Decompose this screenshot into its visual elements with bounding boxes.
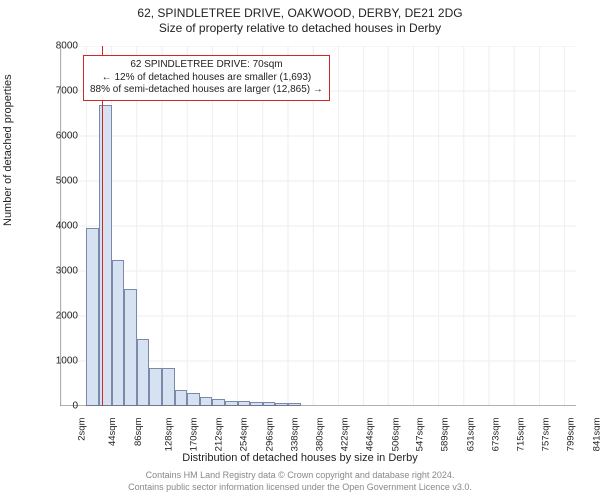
histogram-bar (187, 393, 200, 407)
histogram-bar (212, 399, 225, 406)
histogram-bar (112, 260, 125, 406)
x-tick-label: 799sqm (566, 418, 577, 452)
histogram-bar (225, 401, 238, 406)
annotation-line3: 88% of semi-detached houses are larger (… (90, 84, 323, 97)
histogram-bar (86, 228, 99, 406)
annotation-line2: ← 12% of detached houses are smaller (1,… (90, 72, 323, 85)
chart-container: { "layout": { "width": 600, "height": 50… (0, 0, 600, 500)
histogram-bar (149, 368, 162, 406)
footer: Contains HM Land Registry data © Crown c… (0, 470, 600, 493)
histogram-bar (137, 339, 150, 407)
histogram-bar (175, 390, 188, 406)
x-tick-label: 44sqm (107, 418, 118, 447)
y-tick-label: 7000 (38, 86, 78, 97)
x-tick-label: 338sqm (289, 418, 300, 452)
x-tick-label: 422sqm (340, 418, 351, 452)
histogram-bar (275, 403, 288, 406)
histogram-bar (124, 289, 137, 406)
footer-line2: Contains public sector information licen… (0, 482, 600, 494)
x-tick-label: 296sqm (264, 418, 275, 452)
annotation-line1: 62 SPINDLETREE DRIVE: 70sqm (90, 59, 323, 72)
x-tick-label: 841sqm (591, 418, 600, 452)
x-tick-label: 86sqm (133, 418, 144, 447)
histogram-bar (99, 105, 112, 407)
y-tick-label: 1000 (38, 356, 78, 367)
histogram-bar (288, 403, 301, 406)
x-tick-label: 506sqm (390, 418, 401, 452)
x-tick-label: 589sqm (440, 418, 451, 452)
x-tick-label: 757sqm (541, 418, 552, 452)
x-tick-label: 631sqm (465, 418, 476, 452)
annotation-box: 62 SPINDLETREE DRIVE: 70sqm ← 12% of det… (83, 55, 330, 101)
x-tick-label: 128sqm (163, 418, 174, 452)
chart-title-line1: 62, SPINDLETREE DRIVE, OAKWOOD, DERBY, D… (0, 6, 600, 21)
x-tick-label: 254sqm (239, 418, 250, 452)
histogram-bar (263, 402, 276, 407)
histogram-bar (238, 401, 251, 406)
x-tick-label: 2sqm (77, 418, 88, 441)
x-tick-label: 380sqm (314, 418, 325, 452)
chart-title-block: 62, SPINDLETREE DRIVE, OAKWOOD, DERBY, D… (0, 0, 600, 36)
y-axis-label: Number of detached properties (2, 74, 14, 226)
y-tick-label: 4000 (38, 221, 78, 232)
y-tick-label: 5000 (38, 176, 78, 187)
y-tick-label: 0 (38, 401, 78, 412)
x-tick-label: 673sqm (490, 418, 501, 452)
histogram-bar (162, 368, 175, 406)
x-tick-label: 170sqm (188, 418, 199, 452)
histogram-bar (250, 402, 263, 407)
chart-title-line2: Size of property relative to detached ho… (0, 21, 600, 36)
x-axis-label: Distribution of detached houses by size … (0, 452, 600, 464)
x-tick-label: 464sqm (365, 418, 376, 452)
footer-line1: Contains HM Land Registry data © Crown c… (0, 470, 600, 482)
histogram-bar (200, 397, 213, 406)
y-tick-label: 2000 (38, 311, 78, 322)
x-tick-label: 547sqm (415, 418, 426, 452)
x-tick-label: 715sqm (515, 418, 526, 452)
y-tick-label: 6000 (38, 131, 78, 142)
x-tick-label: 212sqm (214, 418, 225, 452)
y-tick-label: 8000 (38, 41, 78, 52)
y-tick-label: 3000 (38, 266, 78, 277)
